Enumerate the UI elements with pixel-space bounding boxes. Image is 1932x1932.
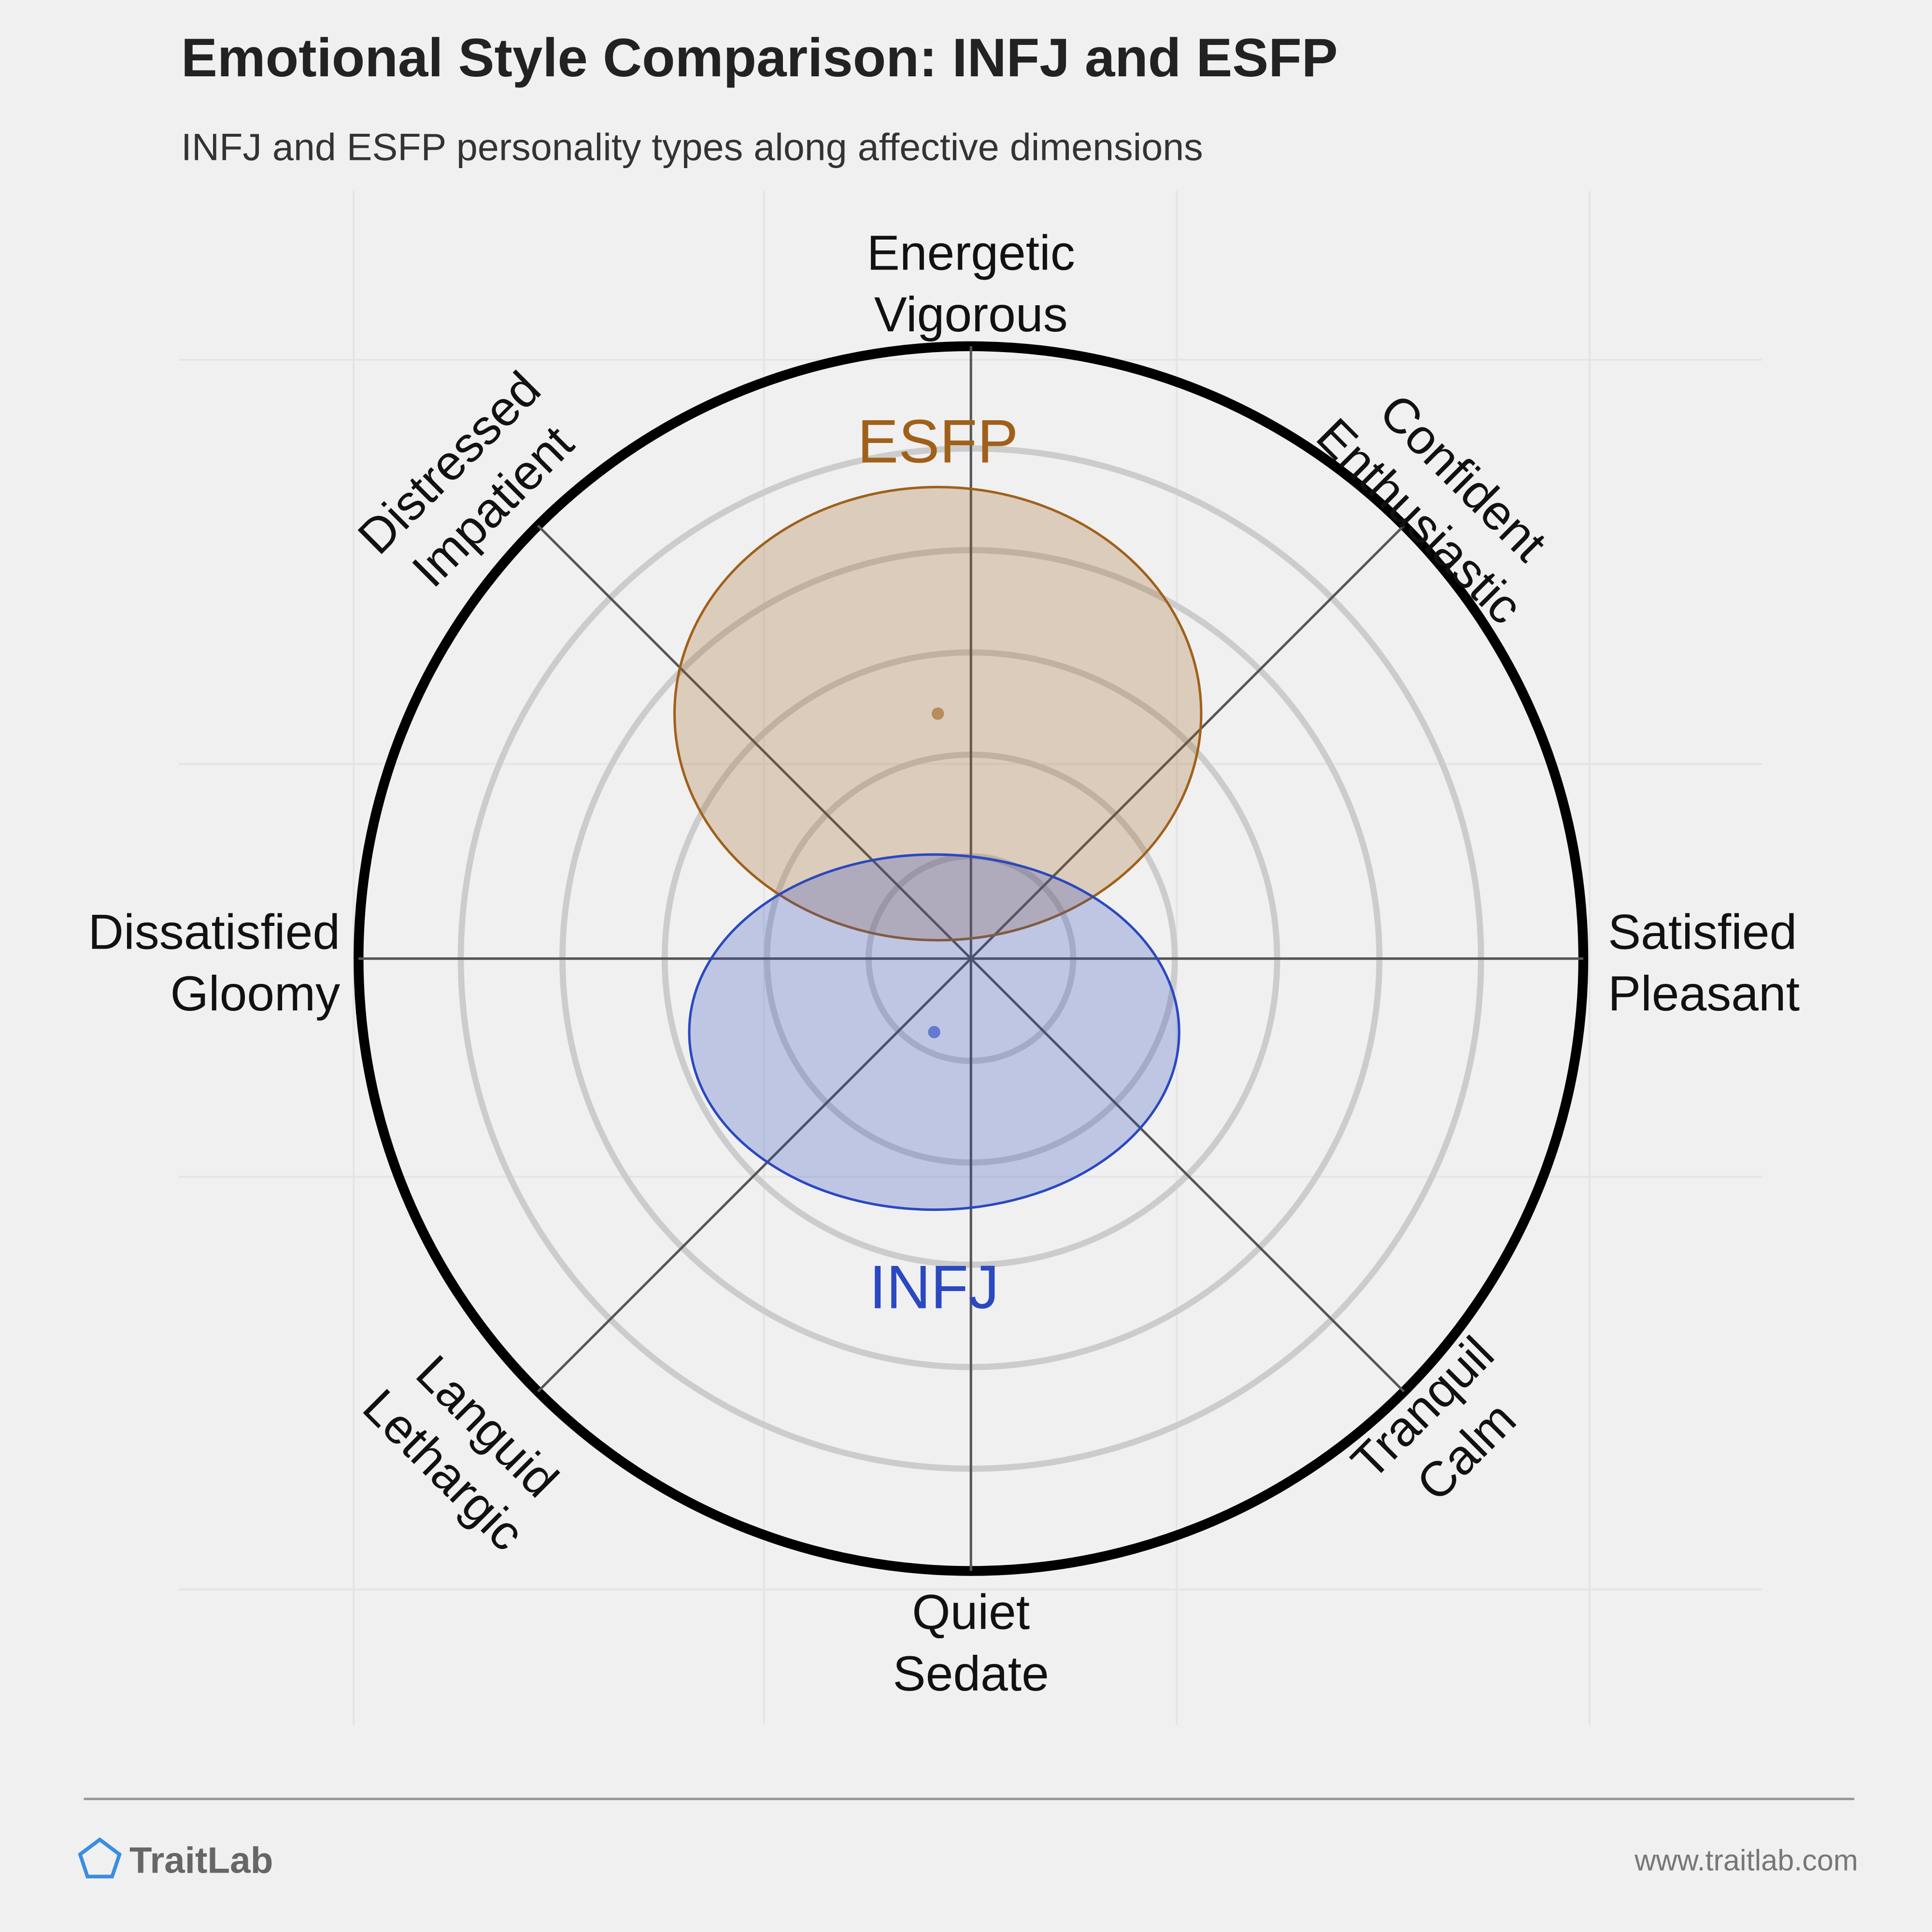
axis-label-line: Dissatisfied (88, 904, 340, 959)
type-center (931, 707, 944, 720)
brand: TraitLab (129, 1840, 273, 1881)
axis-label-line: Vigorous (874, 287, 1068, 342)
axis-label-line: Pleasant (1608, 966, 1800, 1021)
axis-label-line: Gloomy (170, 966, 341, 1021)
axis-label-line: Satisfied (1608, 904, 1797, 959)
spoke (537, 525, 1405, 1393)
chart-title: Emotional Style Comparison: INFJ and ESF… (181, 27, 1338, 88)
series-label: ESFP (857, 407, 1018, 476)
axis-label: Dissatisfied Gloomy (88, 904, 340, 1021)
axis-label: Energetic Vigorous (867, 226, 1075, 342)
url: www.traitlab.com (1634, 1844, 1858, 1876)
axis-label-line: Quiet (912, 1584, 1030, 1639)
chart-subtitle: INFJ and ESFP personality types along af… (181, 126, 1203, 169)
axis-label: Quiet Sedate (893, 1584, 1049, 1701)
axis-label: Satisfied Pleasant (1608, 904, 1800, 1021)
axis-label-line: Sedate (893, 1646, 1049, 1701)
axis-label-line: Energetic (867, 226, 1075, 281)
series-label: INFJ (869, 1253, 999, 1322)
type-center (928, 1026, 940, 1038)
logo-icon (78, 1837, 122, 1879)
